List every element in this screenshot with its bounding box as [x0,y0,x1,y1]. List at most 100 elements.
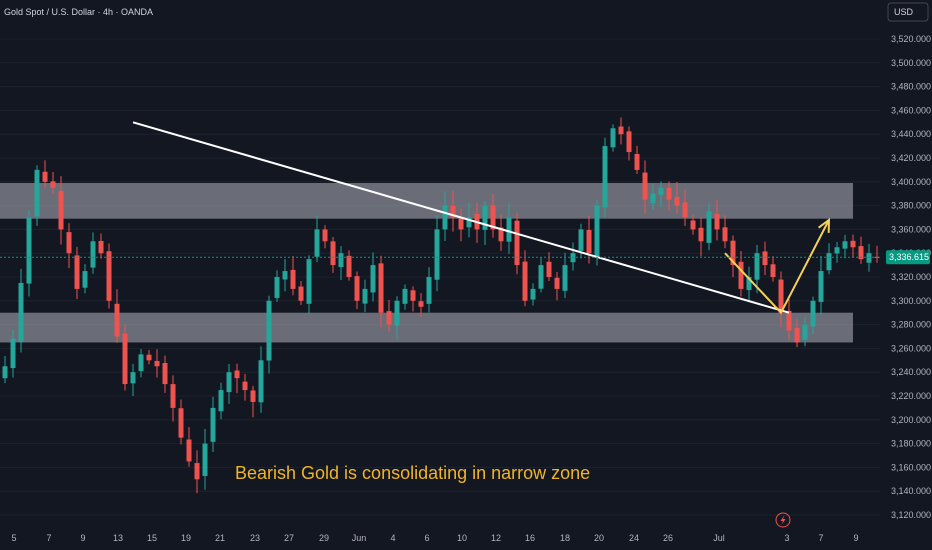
candle-body [370,265,376,293]
candle-body [546,261,552,277]
candle-body [378,263,384,313]
candle [282,259,288,292]
candle-body [154,360,160,367]
y-tick-label: 3,420.000 [891,153,931,163]
lightning-icon[interactable] [775,512,791,528]
candle [610,124,616,152]
candle [522,250,528,307]
candle-body [218,390,224,412]
candle [98,233,104,259]
candle-body [50,181,56,188]
candle [642,160,648,214]
candle-body [362,288,368,304]
y-tick-label: 3,140.000 [891,486,931,496]
candle-body [634,154,640,170]
candle [410,286,416,312]
x-tick-label: 15 [147,533,157,543]
candle-body [770,264,776,277]
candle-body [682,202,688,218]
candle [90,232,96,274]
candle [810,296,816,335]
candle [450,190,456,232]
candle-body [394,300,400,326]
candle-body [458,218,464,230]
candle-body [610,128,616,148]
currency-button[interactable]: USD [887,2,929,22]
candle-body [266,300,272,361]
y-tick-label: 3,460.000 [891,105,931,115]
candle-body [730,240,736,266]
candle-body [498,227,504,242]
candle-body [802,324,808,340]
candle-body [258,360,264,403]
candle-body [130,372,136,384]
y-tick-label: 3,500.000 [891,58,931,68]
x-tick-label: 21 [215,533,225,543]
candle [842,234,848,259]
candle [330,237,336,273]
projection-arrow [818,217,831,233]
candle-body [834,247,840,254]
candle [186,427,192,467]
last-price-badge: 3,336.615 [886,250,930,265]
candle [386,299,392,332]
candle [290,255,296,296]
candle [226,363,232,404]
y-tick-label: 3,120.000 [891,510,931,520]
candle [274,270,280,302]
candle-body [210,407,216,442]
candle [698,217,704,257]
y-tick-label: 3,300.000 [891,296,931,306]
candle [858,236,864,264]
candle [730,235,736,278]
candle-body [10,338,16,369]
candle-body [162,363,168,385]
candle [50,172,56,194]
zone-resistance [0,182,853,219]
candle-body [738,261,744,289]
candle [618,117,624,145]
candle-body [314,229,320,257]
candle-body [818,271,824,302]
candle [266,295,272,374]
x-tick-label: 5 [11,533,16,543]
candle [42,160,48,188]
candle [482,201,488,245]
candle [26,210,32,297]
y-tick-label: 3,520.000 [891,34,931,44]
candle-body [330,241,336,266]
candle [146,350,152,365]
candle-body [778,279,784,313]
x-tick-label: 20 [594,533,604,543]
candle [738,250,744,297]
candle [418,293,424,317]
candle-body [226,372,232,393]
candle [242,373,248,401]
price-axis[interactable]: 3,520.000 3,500.000 3,480.000 3,460.000 3,44… [891,34,931,520]
candle [786,296,792,340]
candle [154,349,160,378]
candle-body [426,277,432,304]
x-tick-label: 13 [113,533,123,543]
x-tick-label: 27 [284,533,294,543]
candle-body [538,265,544,289]
candle-body [530,288,536,300]
candle-body [786,310,792,331]
candle [370,252,376,302]
candle-body [866,253,872,263]
candle [162,355,168,393]
candle [202,429,208,490]
candle-body [2,366,8,379]
time-axis[interactable]: 5 7 9 13 15 19 21 23 27 29 Jun 4 6 10 12 16 18 20 24 26 Jul 3… [11,533,858,543]
candle [18,268,24,353]
candle [298,280,304,305]
candle-body [306,259,312,304]
symbol-title[interactable]: Gold Spot / U.S. Dollar · 4h · OANDA [4,7,153,17]
candle-body [714,213,720,230]
candle-body [90,241,96,268]
candle [682,189,688,226]
candle-body [674,196,680,206]
candle [170,375,176,422]
candle-body [514,220,520,266]
